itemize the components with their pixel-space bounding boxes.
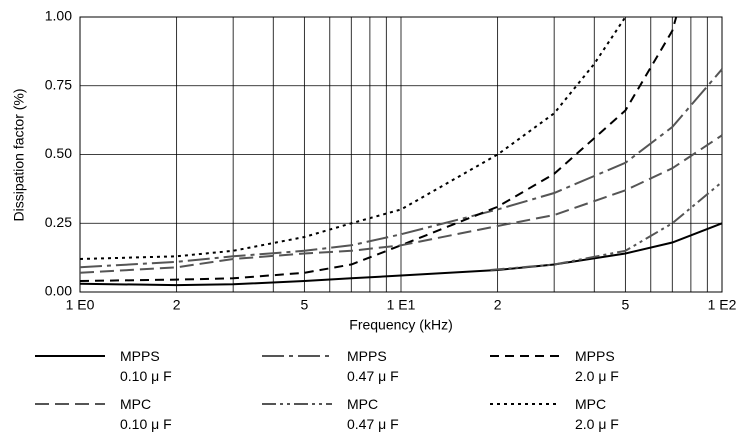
legend-label: MPPS 0.47 μ F [347, 348, 399, 384]
x-axis-label: Frequency (kHz) [349, 317, 452, 333]
series-line [79, 16, 678, 282]
plot-frame [79, 16, 723, 293]
legend-label: MPPS 0.10 μ F [120, 348, 172, 384]
series-line [490, 181, 723, 271]
series-line [79, 222, 723, 287]
series-line [79, 16, 627, 260]
y-tick-label: 1.00 [45, 8, 72, 24]
legend-label: MPC 0.10 μ F [120, 396, 172, 432]
legend-label: MPPS 2.0 μ F [575, 348, 619, 384]
x-tick-label: 1 E1 [387, 297, 416, 313]
x-tick-label: 1 E0 [66, 297, 95, 313]
x-tick-label: 2 [173, 297, 181, 313]
y-tick-label: 0.00 [45, 283, 72, 299]
legend-label: MPC 2.0 μ F [575, 396, 619, 432]
legend-label: MPC 0.47 μ F [347, 396, 399, 432]
y-axis-label: Dissipation factor (%) [11, 88, 27, 221]
y-tick-label: 0.25 [45, 214, 72, 230]
y-tick-label: 0.75 [45, 76, 72, 92]
x-tick-label: 5 [300, 297, 308, 313]
series-line [79, 68, 723, 269]
series-line [79, 134, 723, 274]
x-tick-label: 2 [494, 297, 502, 313]
x-tick-label: 1 E2 [708, 297, 737, 313]
x-tick-label: 5 [621, 297, 629, 313]
y-tick-label: 0.50 [45, 145, 72, 161]
